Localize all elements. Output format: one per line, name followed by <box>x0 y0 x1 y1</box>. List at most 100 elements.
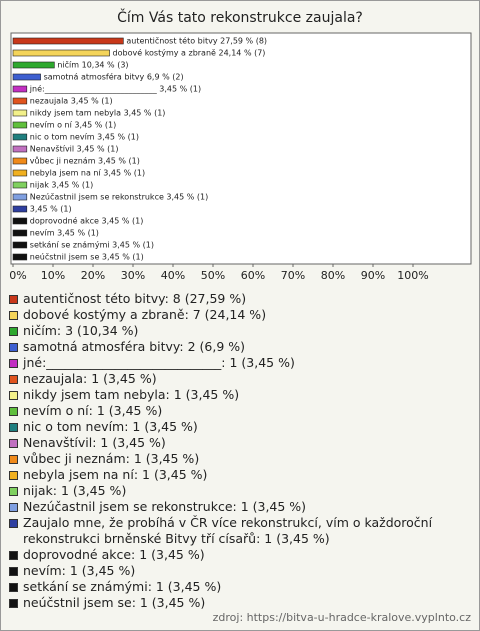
legend-item: nic o tom nevím: 1 (3,45 %) <box>7 419 473 435</box>
bar <box>12 121 28 129</box>
legend-item: Nezúčastnil jsem se rekonstrukce: 1 (3,4… <box>7 499 473 515</box>
x-tick-label: 60% <box>241 269 265 282</box>
legend-label: ničím: 3 (10,34 %) <box>23 323 139 338</box>
legend-swatch <box>9 471 18 480</box>
bar <box>12 205 28 213</box>
bar <box>12 145 28 153</box>
legend-item: nezaujala: 1 (3,45 %) <box>7 371 473 387</box>
bar <box>12 61 55 69</box>
bar <box>12 133 28 141</box>
x-tick-label: 100% <box>397 269 428 282</box>
legend-label: vůbec ji neznám: 1 (3,45 %) <box>23 451 200 466</box>
legend-label: nevím o ní: 1 (3,45 %) <box>23 403 163 418</box>
source: zdroj: https://bitva-u-hradce-kralove.vy… <box>212 611 471 624</box>
bar <box>12 217 28 225</box>
plot-area <box>10 32 472 265</box>
value-label: vůbec ji neznám 3,45 % (1) <box>30 156 140 166</box>
legend-item: autentičnost této bitvy: 8 (27,59 %) <box>7 291 473 307</box>
value-label: Nezúčastnil jsem se rekonstrukce 3,45 % … <box>30 192 208 202</box>
bar <box>12 157 28 165</box>
bar <box>12 193 28 201</box>
legend-swatch <box>9 503 18 512</box>
x-tick-label: 20% <box>81 269 105 282</box>
legend-item: vůbec ji neznám: 1 (3,45 %) <box>7 451 473 467</box>
value-label: nic o tom nevím 3,45 % (1) <box>30 133 139 142</box>
legend-label: dobové kostýmy a zbraně: 7 (24,14 %) <box>23 307 267 322</box>
legend-label: nic o tom nevím: 1 (3,45 %) <box>23 419 198 434</box>
legend-label: Nezúčastnil jsem se rekonstrukce: 1 (3,4… <box>23 499 307 514</box>
x-tick-label: 50% <box>201 269 225 282</box>
value-label: nikdy jsem tam nebyla 3,45 % (1) <box>30 109 166 118</box>
x-tick-label: 70% <box>281 269 305 282</box>
legend-item: nevím o ní: 1 (3,45 %) <box>7 403 473 419</box>
legend-item: neúčstnil jsem se: 1 (3,45 %) <box>7 595 473 611</box>
x-tick-label: 0% <box>9 269 26 282</box>
legend-item: samotná atmosféra bitvy: 2 (6,9 %) <box>7 339 473 355</box>
legend-label: nikdy jsem tam nebyla: 1 (3,45 %) <box>23 387 240 402</box>
legend-label: Zaujalo mne, že probíhá v ČR více rekons… <box>23 515 433 546</box>
legend-swatch <box>9 327 18 336</box>
legend-label: Nenavštívil: 1 (3,45 %) <box>23 435 166 450</box>
x-tick-label: 80% <box>321 269 345 282</box>
bar <box>12 97 28 105</box>
legend-swatch <box>9 423 18 432</box>
legend-swatch <box>9 391 18 400</box>
legend: autentičnost této bitvy: 8 (27,59 %) dobo… <box>7 291 473 611</box>
bar <box>12 109 28 117</box>
x-tick-label: 10% <box>41 269 65 282</box>
value-label: samotná atmosféra bitvy 6,9 % (2) <box>44 72 184 82</box>
value-label: doprovodné akce 3,45 % (1) <box>30 216 144 226</box>
legend-label: nevím: 1 (3,45 %) <box>23 563 136 578</box>
legend-item: nikdy jsem tam nebyla: 1 (3,45 %) <box>7 387 473 403</box>
bar <box>12 241 28 249</box>
value-label: nijak 3,45 % (1) <box>30 181 93 190</box>
chart-title: Čím Vás tato rekonstrukce zaujala? <box>117 8 363 26</box>
value-label: dobové kostýmy a zbraně 24,14 % (7) <box>113 48 266 58</box>
bar <box>12 181 28 189</box>
bar <box>12 229 28 237</box>
value-label: jné:____________________________ 3,45 % … <box>29 84 201 94</box>
bar <box>12 49 110 57</box>
x-tick-label: 40% <box>161 269 185 282</box>
legend-swatch <box>9 439 18 448</box>
legend-item: nevím: 1 (3,45 %) <box>7 563 473 579</box>
legend-swatch <box>9 567 18 576</box>
legend-swatch <box>9 311 18 320</box>
legend-swatch <box>9 599 18 608</box>
legend-item: Nenavštívil: 1 (3,45 %) <box>7 435 473 451</box>
legend-label: jné:____________________________: 1 (3,4… <box>23 355 295 370</box>
legend-swatch <box>9 455 18 464</box>
value-label: Nenavštívil 3,45 % (1) <box>30 144 119 154</box>
legend-item: nebyla jsem na ní: 1 (3,45 %) <box>7 467 473 483</box>
legend-item: setkání se známými: 1 (3,45 %) <box>7 579 473 595</box>
bar <box>12 253 28 261</box>
legend-item: ničím: 3 (10,34 %) <box>7 323 473 339</box>
bar <box>12 37 124 45</box>
legend-item: Zaujalo mne, že probíhá v ČR více rekons… <box>7 515 473 547</box>
value-label: nebyla jsem na ní 3,45 % (1) <box>30 169 145 178</box>
plot: Čím Vás tato rekonstrukce zaujala? 0% 10%… <box>9 8 472 282</box>
value-label: nezaujala 3,45 % (1) <box>30 97 113 106</box>
value-label: setkání se známými 3,45 % (1) <box>30 241 154 250</box>
legend-swatch <box>9 487 18 496</box>
value-label: nevím o ní 3,45 % (1) <box>30 121 116 130</box>
legend-swatch <box>9 551 18 560</box>
value-label: nevím 3,45 % (1) <box>30 229 99 238</box>
legend-label: doprovodné akce: 1 (3,45 %) <box>23 547 205 562</box>
bar <box>12 73 41 81</box>
legend-item: dobové kostýmy a zbraně: 7 (24,14 %) <box>7 307 473 323</box>
legend-label: nebyla jsem na ní: 1 (3,45 %) <box>23 467 208 482</box>
legend-swatch <box>9 359 18 368</box>
value-label: 3,45 % (1) <box>30 205 72 214</box>
value-label: neúčstnil jsem se 3,45 % (1) <box>30 252 144 262</box>
legend-swatch <box>9 343 18 352</box>
legend-label: neúčstnil jsem se: 1 (3,45 %) <box>23 595 206 610</box>
legend-label: autentičnost této bitvy: 8 (27,59 %) <box>23 291 247 306</box>
legend-item: doprovodné akce: 1 (3,45 %) <box>7 547 473 563</box>
legend-swatch <box>9 583 18 592</box>
legend-label: samotná atmosféra bitvy: 2 (6,9 %) <box>23 339 246 354</box>
x-tick-label: 30% <box>121 269 145 282</box>
legend-label: setkání se známými: 1 (3,45 %) <box>23 579 222 594</box>
legend-swatch <box>9 375 18 384</box>
value-label: ničím 10,34 % (3) <box>57 60 128 70</box>
